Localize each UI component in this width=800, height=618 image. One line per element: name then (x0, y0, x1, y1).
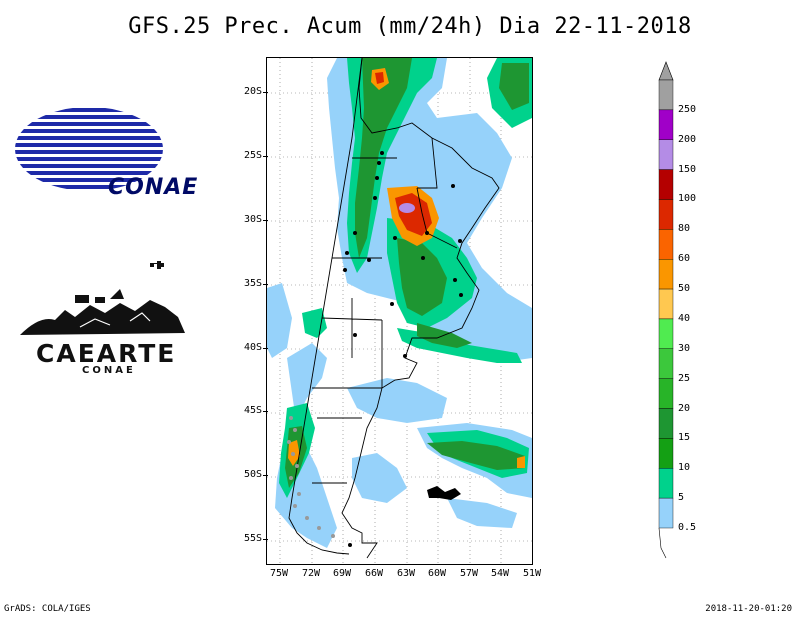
colorbar-label: 0.5 (678, 522, 697, 533)
lat-label: 55S (238, 533, 268, 544)
colorbar-label: 80 (678, 223, 691, 235)
lon-label: 57W (459, 568, 479, 579)
colorbar-segment (658, 199, 674, 230)
conae-wordmark: CONAE (108, 175, 199, 200)
colorbar-segment (658, 258, 674, 290)
grads-credit: GrADS: COLA/IGES (4, 604, 91, 614)
colorbar-segment (658, 378, 674, 409)
colorbar-label: 250 (678, 103, 697, 115)
lat-label: 30S (238, 214, 268, 225)
lon-label: 54W (490, 568, 510, 579)
colorbar-label: 150 (678, 163, 697, 175)
colorbar-arrow-top (658, 61, 674, 81)
lat-label: 35S (238, 278, 268, 289)
lat-label: 50S (238, 469, 268, 480)
lat-label: 25S (238, 150, 268, 161)
colorbar-segment (658, 79, 674, 111)
colorbar-segment (658, 109, 674, 140)
city-markers (343, 151, 463, 547)
caearte-wordmark: CAEARTE (36, 339, 177, 368)
colorbar-segment (658, 468, 674, 499)
colorbar-segment (658, 169, 674, 200)
colorbar-label: 60 (678, 253, 691, 265)
lat-label: 40S (238, 342, 268, 353)
colorbar-label: 50 (678, 283, 691, 295)
colorbar-label: 5 (678, 492, 685, 504)
falkland-islands (427, 486, 461, 500)
lon-label: 69W (332, 568, 352, 579)
colorbar-segment (658, 497, 674, 529)
colorbar-label: 20 (678, 402, 691, 414)
colorbar-label: 40 (678, 312, 691, 324)
colorbar-segment (658, 438, 674, 469)
run-timestamp: 2018-11-20-01:20 (705, 604, 792, 614)
caearte-landscape-icon (20, 261, 185, 335)
caearte-subtitle: CONAE (82, 365, 136, 376)
ice-field-dots (287, 416, 335, 538)
colorbar-label: 200 (678, 133, 697, 145)
lon-label: 75W (269, 568, 289, 579)
lon-label: 60W (427, 568, 447, 579)
colorbar-segment (658, 229, 674, 260)
colorbar-label: 10 (678, 462, 691, 474)
precipitation-map (266, 57, 533, 565)
colorbar-segment (658, 139, 674, 170)
lon-label: 51W (522, 568, 542, 579)
colorbar-segment (658, 318, 674, 349)
colorbar-label: 100 (678, 193, 697, 205)
precip-colorbar (658, 61, 674, 559)
lon-label: 72W (301, 568, 321, 579)
lon-label: 63W (396, 568, 416, 579)
lon-label: 66W (364, 568, 384, 579)
lat-label: 20S (238, 86, 268, 97)
colorbar-segment (658, 408, 674, 439)
boundaries (288, 58, 500, 559)
colorbar-segment (658, 288, 674, 320)
colorbar-tail (658, 527, 667, 559)
lat-label: 45S (238, 405, 268, 416)
colorbar-label: 25 (678, 372, 691, 384)
colorbar-label: 15 (678, 432, 691, 444)
conae-globe-icon (15, 108, 163, 189)
precip-150-plus-area (399, 203, 415, 213)
colorbar-segment (658, 348, 674, 379)
map-title: GFS.25 Prec. Acum (mm/24h) Dia 22-11-201… (128, 14, 692, 39)
colorbar-label: 30 (678, 342, 691, 354)
